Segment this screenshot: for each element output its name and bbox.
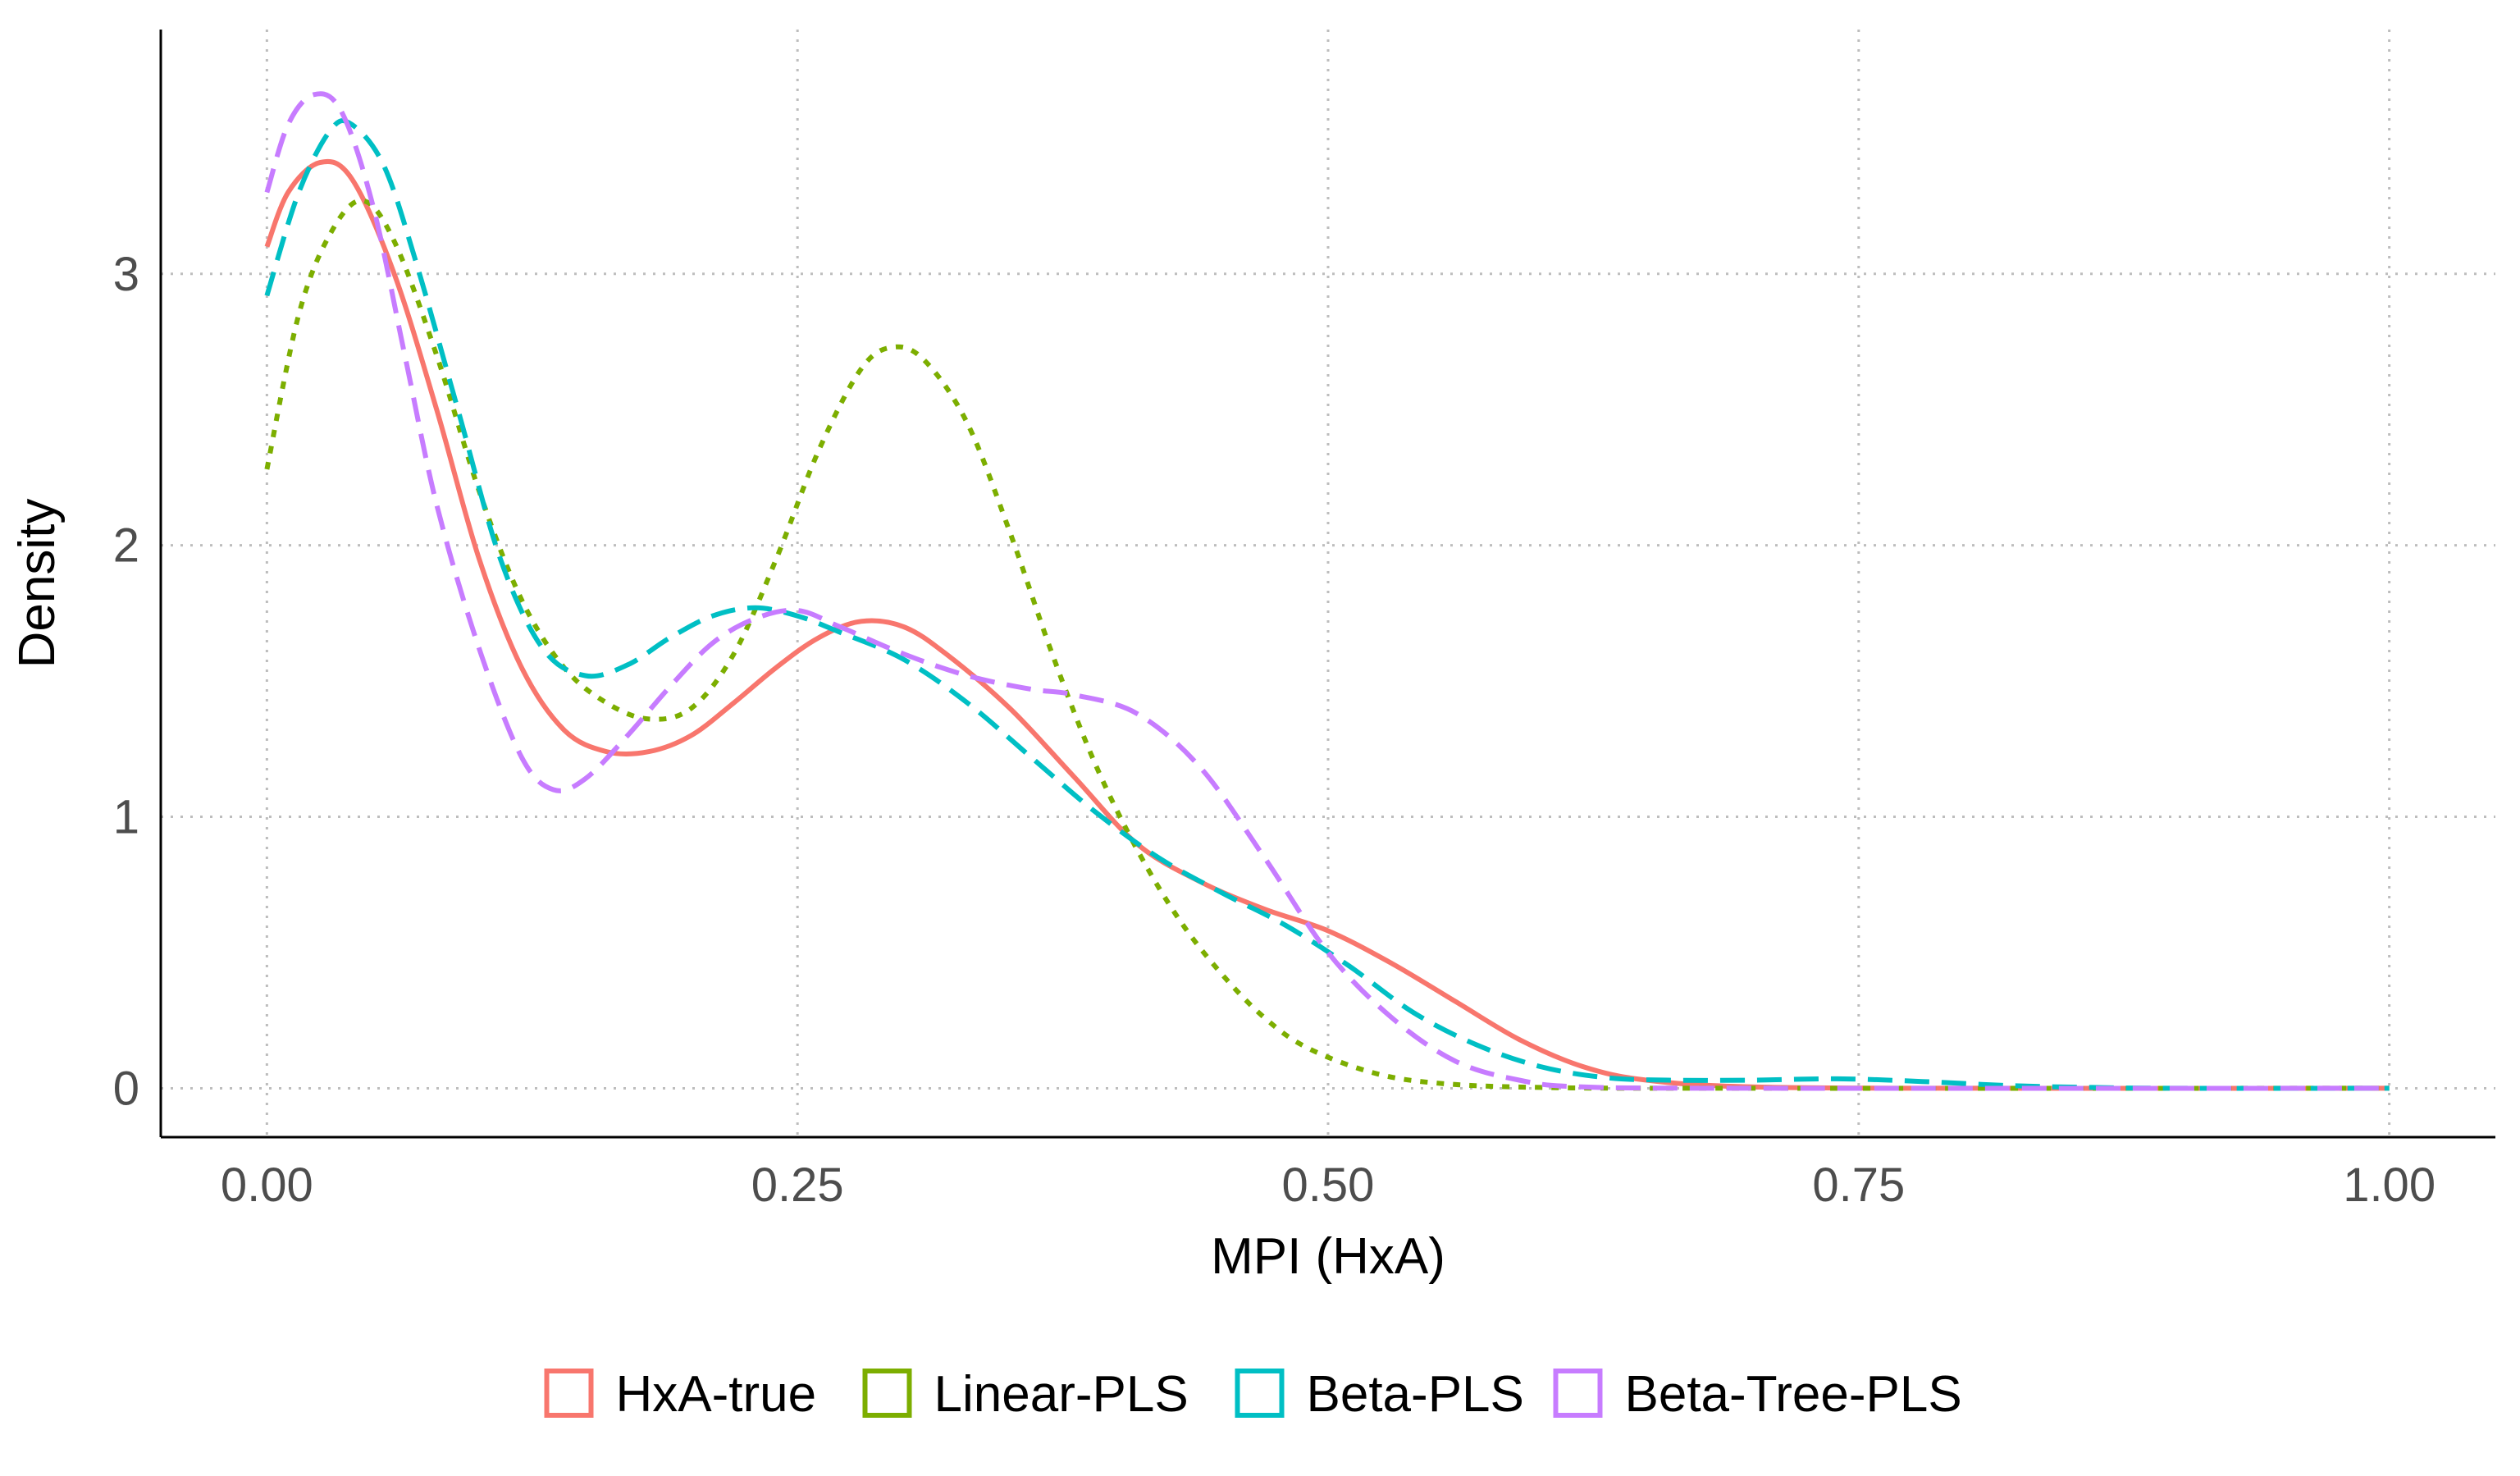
x-tick-label: 1.00 [2343,1158,2436,1212]
legend-swatch-beta-tree-pls [1553,1369,1603,1418]
legend-swatch-linear-pls [862,1369,912,1418]
legend-swatch-beta-pls [1235,1369,1285,1418]
y-tick-label: 1 [113,791,139,844]
legend-item-beta-pls: Beta-PLS [1235,1366,1524,1423]
x-tick-label: 0.25 [751,1158,844,1212]
legend-item-linear-pls: Linear-PLS [862,1366,1189,1423]
y-tick-label: 3 [113,248,139,301]
y-tick-label: 0 [113,1062,139,1115]
legend-label-beta-pls: Beta-PLS [1307,1366,1524,1423]
y-tick-label: 2 [113,519,139,573]
legend-item-beta-tree-pls: Beta-Tree-PLS [1553,1366,1962,1423]
x-axis-title: MPI (HxA) [1211,1228,1445,1285]
legend-label-hxa-true: HxA-true [616,1366,817,1423]
x-tick-label: 0.00 [221,1158,313,1212]
legend-item-hxa-true: HxA-true [544,1366,817,1423]
x-tick-label: 0.50 [1282,1158,1375,1212]
series-line-linear-pls [264,198,2390,1091]
series-line-hxa-true [264,158,2390,1091]
legend-label-beta-tree-pls: Beta-Tree-PLS [1625,1366,1962,1423]
x-tick-label: 0.75 [1812,1158,1905,1212]
series-line-beta-tree-pls [264,91,2390,1091]
grid-layer [161,30,2495,1137]
axis-layer [159,30,2495,1139]
legend-label-linear-pls: Linear-PLS [934,1366,1189,1423]
legend-swatch-hxa-true [544,1369,594,1418]
series-layer [264,91,2390,1091]
y-axis-title: Density [9,499,66,669]
legend: HxA-true Linear-PLS Beta-PLS Beta-Tree-PLS [544,1366,1962,1423]
tick-layer: 0.00 0.25 0.50 0.75 1.00 0 1 2 3 [113,248,2436,1212]
series-line-beta-pls [264,118,2390,1091]
